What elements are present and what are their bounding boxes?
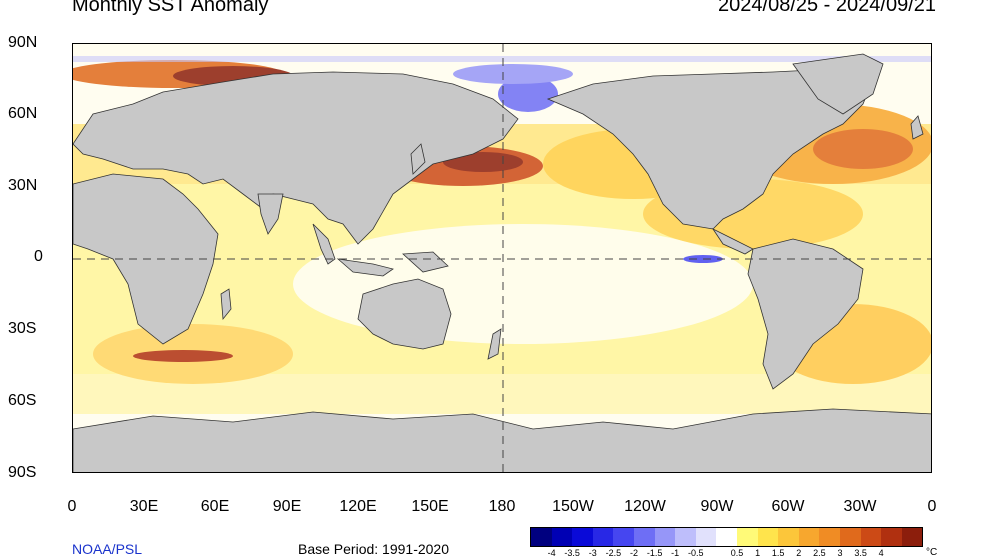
colorbar-tick-label: -0.5: [688, 548, 704, 558]
colorbar-swatch: [654, 528, 676, 546]
lon-label-180: 180: [488, 498, 516, 515]
sst-anomaly-map: [72, 43, 932, 473]
lon-label-150w: 150W: [552, 498, 594, 515]
colorbar-swatch: [798, 528, 820, 546]
land-masses: [73, 53, 931, 472]
colorbar-tick-label: 2: [796, 548, 802, 558]
colorbar-tick-label: -3.5: [564, 548, 580, 558]
colorbar-tick-label: -4: [547, 548, 556, 558]
credit-label: NOAA/PSL: [72, 541, 143, 557]
colorbar-swatch: [757, 528, 779, 546]
colorbar-swatch: [901, 528, 923, 546]
date-range: 2024/08/25 - 2024/09/21: [718, 0, 936, 16]
colorbar-swatch: [778, 528, 799, 546]
colorbar-tick-label: -2.5: [605, 548, 622, 558]
lon-label-0: 0: [67, 498, 77, 515]
colorbar-swatch: [736, 528, 758, 546]
colorbar-swatch: [695, 528, 717, 546]
colorbar-swatch: [716, 528, 737, 546]
lat-label-30n: 30N: [8, 177, 38, 194]
colorbar-swatch: [839, 528, 861, 546]
colorbar-swatch: [531, 528, 552, 546]
colorbar-swatch: [572, 528, 593, 546]
colorbar-tick-label: 2.5: [813, 548, 826, 558]
colorbar-swatch: [881, 528, 902, 546]
base-period: Base Period: 1991-2020: [298, 541, 449, 557]
lat-label-90n: 90N: [8, 34, 38, 51]
colorbar-tick-label: -3: [588, 548, 597, 558]
colorbar-swatch: [860, 528, 882, 546]
colorbar-tick-label: -2: [629, 548, 639, 558]
lat-label-60n: 60N: [8, 105, 38, 122]
colorbar-tick-label: -1: [671, 548, 680, 558]
colorbar-unit: °C: [926, 547, 938, 558]
colorbar-tick-label: 3: [837, 548, 843, 558]
lon-label-150e: 150E: [411, 498, 449, 515]
colorbar-swatch: [551, 528, 573, 546]
colorbar-tick-label: 0.5: [730, 548, 744, 558]
colorbar-tick-label: 4: [878, 548, 884, 558]
lon-label-60e: 60E: [200, 498, 230, 515]
lon-label-0-east: 0: [927, 498, 937, 515]
lon-label-30w: 30W: [843, 498, 877, 515]
lon-label-90e: 90E: [272, 498, 302, 515]
colorbar-tick-label: 1: [755, 548, 761, 558]
lon-label-90w: 90W: [700, 498, 734, 515]
colorbar-tick-label: 1.5: [771, 548, 785, 558]
colorbar-swatch: [819, 528, 840, 546]
colorbar-tick-label: -1.5: [646, 548, 663, 558]
lat-label-0: 0: [34, 248, 43, 265]
lon-label-120w: 120W: [624, 498, 666, 515]
lon-label-60w: 60W: [771, 498, 805, 515]
lat-label-60s: 60S: [8, 392, 37, 409]
colorbar-swatch: [675, 528, 696, 546]
colorbar-swatch: [633, 528, 655, 546]
lat-label-30s: 30S: [8, 320, 37, 337]
colorbar-swatch: [613, 528, 634, 546]
lon-label-30e: 30E: [129, 498, 159, 515]
map-canvas: [73, 44, 931, 472]
colorbar-tick-label: 3.5: [854, 548, 867, 558]
lat-label-90s: 90S: [8, 464, 37, 481]
colorbar-swatch: [592, 528, 614, 546]
colorbar: [530, 527, 924, 547]
map-title: Monthly SST Anomaly: [72, 0, 269, 16]
lon-label-120e: 120E: [339, 498, 377, 515]
